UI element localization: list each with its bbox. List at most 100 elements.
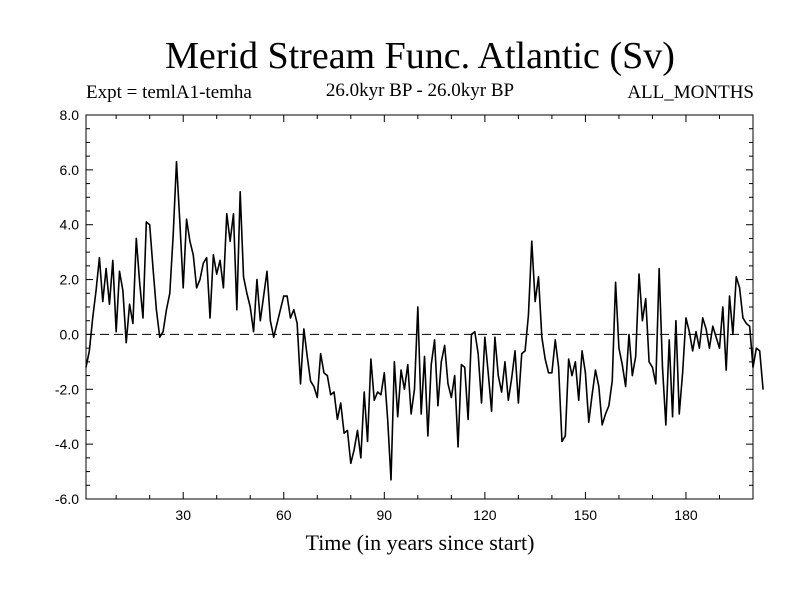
- data-point: [450, 396, 452, 399]
- data-point: [286, 295, 288, 297]
- data-point: [185, 218, 188, 220]
- data-point: [460, 364, 462, 366]
- data-point: [584, 372, 587, 374]
- data-point: [631, 374, 633, 377]
- data-point: [598, 385, 600, 388]
- data-point: [702, 317, 704, 319]
- data-point: [222, 287, 225, 289]
- data-point: [501, 391, 503, 393]
- data-point: [326, 374, 328, 377]
- data-point: [189, 240, 191, 242]
- data-point: [373, 399, 375, 401]
- data-point: [360, 457, 362, 459]
- data-point: [279, 309, 282, 311]
- data-point: [614, 281, 617, 283]
- data-point: [698, 347, 700, 349]
- data-point: [688, 331, 690, 333]
- data-point: [444, 344, 446, 346]
- data-point: [638, 273, 640, 275]
- data-point: [259, 320, 261, 322]
- data-point: [239, 191, 241, 193]
- data-point: [293, 309, 295, 311]
- data-point: [420, 413, 422, 415]
- data-point: [490, 410, 493, 412]
- data-point: [403, 388, 406, 390]
- data-point: [537, 276, 540, 278]
- y-tick-label: 8.0: [60, 107, 80, 123]
- y-tick-label: -4.0: [55, 436, 79, 452]
- data-point: [246, 292, 248, 294]
- chart-title: Merid Stream Func. Atlantic (Sv): [165, 35, 675, 77]
- data-point: [735, 276, 737, 278]
- data-point: [196, 287, 198, 289]
- data-point: [762, 388, 764, 390]
- data-point: [457, 446, 459, 448]
- data-point: [336, 418, 338, 421]
- plot-frame: [85, 114, 754, 500]
- data-point: [125, 342, 127, 344]
- data-point: [283, 295, 285, 297]
- data-point: [105, 268, 107, 270]
- data-point: [249, 306, 251, 308]
- data-point: [387, 418, 389, 421]
- data-point: [564, 435, 566, 437]
- data-point: [299, 383, 302, 385]
- data-point: [551, 372, 553, 374]
- data-point: [236, 309, 238, 311]
- data-point: [732, 333, 734, 336]
- data-point: [155, 309, 157, 311]
- data-point: [574, 361, 576, 363]
- months-label: ALL_MONTHS: [627, 82, 754, 103]
- data-point: [306, 355, 308, 357]
- data-point: [323, 372, 325, 374]
- data-point: [363, 391, 365, 393]
- data-point: [383, 372, 385, 374]
- data-point: [169, 292, 171, 294]
- data-point: [447, 383, 449, 385]
- data-point: [407, 364, 409, 366]
- data-point: [108, 303, 111, 305]
- data-point: [232, 213, 235, 215]
- data-point: [380, 394, 382, 396]
- data-point: [568, 358, 570, 360]
- data-point: [648, 361, 650, 363]
- data-point: [611, 380, 613, 382]
- data-point: [467, 418, 469, 421]
- data-point: [557, 366, 560, 368]
- x-tick-label: 30: [175, 507, 191, 523]
- data-point: [266, 270, 268, 272]
- data-point: [202, 262, 204, 264]
- data-point: [645, 298, 647, 300]
- x-tick-label: 150: [574, 507, 598, 523]
- data-point: [216, 273, 218, 275]
- data-point: [695, 331, 697, 333]
- data-point: [303, 328, 305, 330]
- data-point: [635, 355, 637, 357]
- data-point: [313, 385, 315, 388]
- data-point: [755, 347, 757, 349]
- data-point: [330, 394, 332, 396]
- data-point: [651, 366, 654, 368]
- data-point: [588, 421, 590, 423]
- data-point: [534, 300, 536, 303]
- data-point: [309, 380, 312, 382]
- data-point: [393, 361, 395, 363]
- data-point: [685, 317, 687, 319]
- data-point: [608, 405, 610, 407]
- data-point: [655, 383, 657, 385]
- data-point: [400, 369, 402, 371]
- data-point: [591, 394, 593, 396]
- data-point: [628, 333, 630, 336]
- data-point: [102, 300, 104, 303]
- x-tick-label: 60: [276, 507, 292, 523]
- data-point: [440, 361, 442, 363]
- data-point: [541, 336, 543, 338]
- data-point: [675, 320, 677, 322]
- data-point: [413, 388, 416, 390]
- series-line-stream-function: [85, 160, 764, 481]
- data-point: [132, 322, 134, 325]
- data-point: [296, 322, 298, 325]
- data-point: [641, 320, 643, 322]
- data-point: [511, 377, 513, 379]
- y-tick-label: -6.0: [55, 491, 79, 507]
